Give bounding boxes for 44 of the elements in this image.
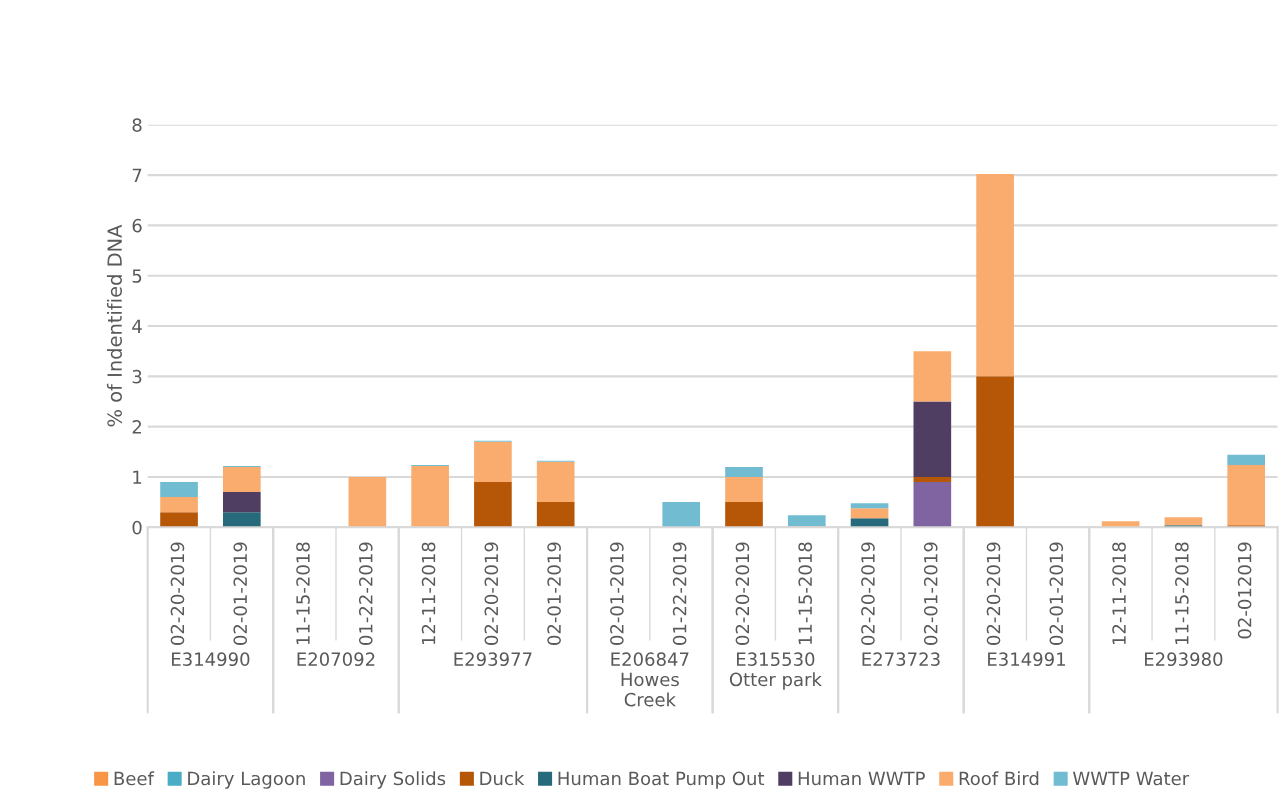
x-tick-label: 12-11-2018 xyxy=(421,542,436,645)
text: E314991 xyxy=(988,652,1065,667)
text: E293980 xyxy=(1145,652,1223,667)
x-tick-label: 02-20-2019 xyxy=(735,542,750,645)
y-tick-label: 8 xyxy=(132,118,142,132)
y-tick-label: 5 xyxy=(132,269,142,283)
x-tick-label: 02-01-2019 xyxy=(923,542,938,645)
text: E206847 Howes Creek xyxy=(611,652,689,707)
y-tick-label: 2 xyxy=(132,420,141,434)
text: E293977 xyxy=(454,652,532,667)
x-tick-label: 02-01-2019 xyxy=(610,542,624,645)
x-tick-label: 02-20-2019 xyxy=(170,542,185,645)
legend-label: Duck xyxy=(480,771,525,786)
x-tick-label: 01-22-2019 xyxy=(358,542,373,645)
x-tick-label: 02-20-2019 xyxy=(861,542,875,645)
legend-label: Dairy Solids xyxy=(340,771,446,789)
legend-label: Human WWTP xyxy=(798,771,925,786)
x-tick-label: 02-012019 xyxy=(1237,542,1252,639)
legend-label: Human Boat Pump Out xyxy=(558,771,765,789)
x-tick-label: 02-01-2019 xyxy=(1049,542,1064,645)
y-tick-label: 7 xyxy=(132,168,142,182)
x-tick-label: 02-01-2019 xyxy=(233,542,248,645)
legend-label: Roof Bird xyxy=(959,771,1039,786)
x-tick-label: 12-11-2018 xyxy=(1112,542,1126,645)
text: E273723 xyxy=(862,652,940,667)
x-tick-label: 11-15-2018 xyxy=(296,542,310,645)
x-tick-label: 02-20-2019 xyxy=(986,542,1001,645)
legend-label: WWTP Water xyxy=(1072,771,1190,786)
x-tick-label: 01-22-2019 xyxy=(672,542,687,645)
legend-label: Beef xyxy=(114,771,155,786)
x-tick-label: 11-15-2018 xyxy=(1175,542,1189,645)
y-tick-label: 1 xyxy=(133,470,142,484)
y-tick-label: 4 xyxy=(132,319,142,333)
text: E314990 xyxy=(172,652,250,667)
legend-label: Dairy Lagoon xyxy=(188,771,305,789)
text: E315530 Otter park xyxy=(729,652,822,690)
y-tick-label: 3 xyxy=(132,369,142,384)
y-tick-label: 6 xyxy=(132,218,142,233)
text: E207092 xyxy=(297,652,375,667)
x-tick-label: 02-20-2019 xyxy=(484,542,499,645)
x-tick-label: 02-01-2019 xyxy=(547,542,561,645)
y-axis-title: % of Indentified DNA xyxy=(106,224,122,427)
x-tick-label: 11-15-2018 xyxy=(798,542,813,645)
y-tick-label: 0 xyxy=(132,520,142,535)
